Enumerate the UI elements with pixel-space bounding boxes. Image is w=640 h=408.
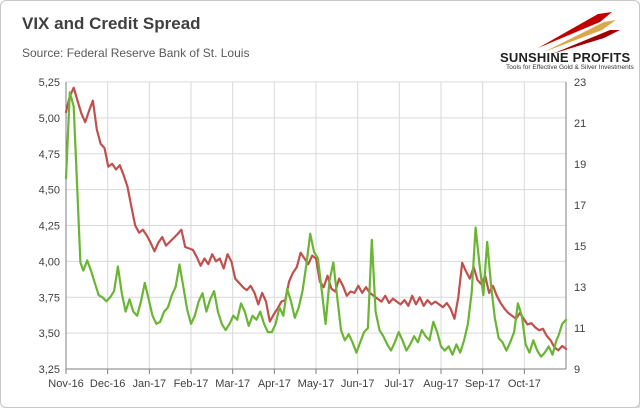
x-tick-label: Mar-17 xyxy=(215,378,250,390)
y-right-tick-label: 15 xyxy=(574,241,586,253)
y-left-tick-label: 5,25 xyxy=(39,77,60,89)
y-right-tick-label: 23 xyxy=(574,77,586,89)
x-tick-label: Aug-17 xyxy=(423,378,458,390)
chart-title: VIX and Credit Spread xyxy=(22,14,201,33)
y-right-tick-label: 9 xyxy=(574,364,580,376)
x-tick-label: Dec-16 xyxy=(90,378,125,390)
y-right-tick-label: 21 xyxy=(574,118,586,130)
y-right-tick-label: 11 xyxy=(574,323,585,335)
x-tick-label: Oct-17 xyxy=(508,378,541,390)
x-tick-label: Nov-16 xyxy=(48,378,83,390)
y-left-tick-label: 4,75 xyxy=(39,149,60,161)
y-right-tick-label: 13 xyxy=(574,282,586,294)
y-right-tick-label: 19 xyxy=(574,159,586,171)
x-tick-label: Apr-17 xyxy=(258,378,291,390)
y-left-tick-label: 3,50 xyxy=(39,328,60,340)
y-right-tick-label: 17 xyxy=(574,200,586,212)
y-left-tick-label: 3,75 xyxy=(39,292,60,304)
x-tick-label: Sep-17 xyxy=(465,378,500,390)
axes xyxy=(65,82,567,374)
grid-lines xyxy=(65,81,567,370)
x-tick-label: Jun-17 xyxy=(341,378,375,390)
tick-labels: 3,25 3,50 3,75 4,00 4,25 4,50 4,75 5,00 5,25 9 11 1… xyxy=(39,77,587,390)
x-tick-label: May-17 xyxy=(298,378,335,390)
logo-name: SUNSHINE PROFITS xyxy=(500,50,631,65)
y-left-tick-label: 4,00 xyxy=(39,256,60,268)
vix-series-line xyxy=(64,91,568,358)
series-lines xyxy=(64,86,568,358)
logo-tagline: Tools for Effective Gold & Silver Invest… xyxy=(506,64,634,71)
x-tick-label: Jan-17 xyxy=(133,378,167,390)
x-tick-label: Jul-17 xyxy=(384,378,414,390)
y-left-tick-label: 5,00 xyxy=(39,113,60,125)
y-left-tick-label: 4,25 xyxy=(39,221,60,233)
sunshine-profits-logo-icon xyxy=(538,12,620,54)
x-tick-label: Feb-17 xyxy=(174,378,209,390)
y-left-tick-label: 3,25 xyxy=(39,364,60,376)
y-left-tick-label: 4,50 xyxy=(39,185,60,197)
chart-subtitle: Source: Federal Reserve Bank of St. Loui… xyxy=(22,46,250,60)
